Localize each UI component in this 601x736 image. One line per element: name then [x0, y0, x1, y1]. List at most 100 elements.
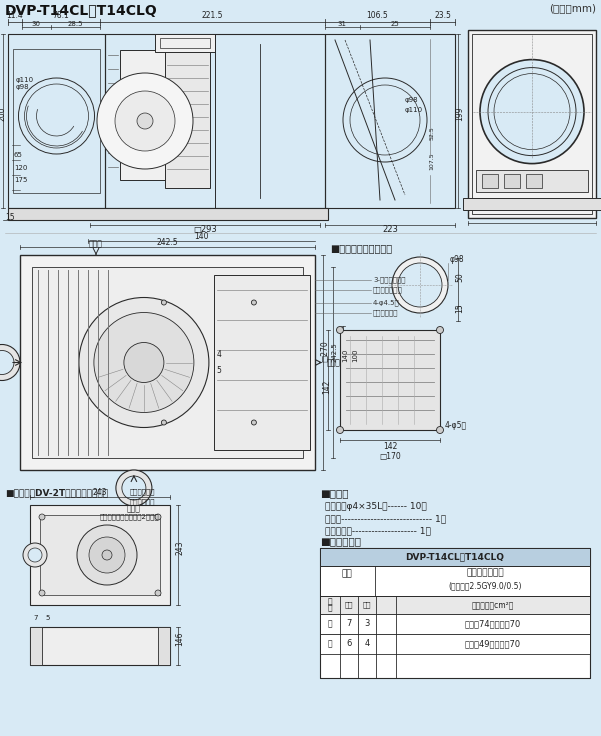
Circle shape [0, 344, 20, 381]
Bar [320, 596, 590, 614]
Text: 50: 50 [456, 272, 465, 282]
Text: φ110: φ110 [405, 107, 423, 113]
Text: 親機：74　子機：70: 親機：74 子機：70 [465, 620, 521, 629]
Text: 223: 223 [382, 225, 398, 234]
Text: 風: 風 [328, 598, 332, 606]
Text: 7: 7 [33, 615, 37, 621]
Bar [32, 267, 303, 458]
Text: 25: 25 [391, 21, 400, 27]
Bar [160, 38, 210, 48]
Text: 親機：49　子機：70: 親機：49 子機：70 [465, 640, 521, 648]
Text: DVP-T14CL・T14CLQ: DVP-T14CL・T14CLQ [406, 553, 504, 562]
Text: 23.5: 23.5 [434, 11, 451, 20]
Text: 木ねじ（φ4×35L）------ 10本: 木ねじ（φ4×35L）------ 10本 [325, 502, 427, 511]
Bar [320, 634, 590, 654]
Text: ■吹下金具DV-2T（別売）取付位置: ■吹下金具DV-2T（別売）取付位置 [5, 488, 108, 497]
Text: 242.5: 242.5 [332, 343, 338, 363]
Circle shape [116, 470, 152, 506]
Text: 52.5: 52.5 [430, 127, 435, 140]
Circle shape [162, 300, 166, 305]
Text: 合: 合 [328, 640, 332, 648]
Circle shape [480, 60, 584, 163]
Text: 31: 31 [338, 21, 347, 27]
Circle shape [28, 548, 42, 562]
Bar [476, 170, 588, 192]
Circle shape [251, 420, 257, 425]
Text: 146: 146 [175, 631, 185, 646]
Circle shape [89, 537, 125, 573]
Text: (マンセル2.5GY9.0/0.5): (マンセル2.5GY9.0/0.5) [448, 581, 522, 590]
Text: ベルマウス取っ手部（2ヶ所）: ベルマウス取っ手部（2ヶ所） [100, 513, 160, 520]
Text: 取付枚---------------------------- 1個: 取付枚---------------------------- 1個 [325, 514, 446, 523]
Text: 140: 140 [342, 349, 348, 363]
Text: 吸込グリル-------------------- 1個: 吸込グリル-------------------- 1個 [325, 526, 431, 535]
Text: 量: 量 [328, 604, 332, 612]
Circle shape [122, 476, 146, 500]
Text: (単位：mm): (単位：mm) [549, 3, 596, 13]
Circle shape [155, 514, 161, 520]
Text: 合: 合 [328, 620, 332, 629]
Circle shape [79, 297, 209, 428]
Bar [120, 50, 200, 180]
Circle shape [155, 590, 161, 596]
Text: 吸込口取付用稴: 吸込口取付用稴 [373, 287, 403, 294]
Text: 3: 3 [364, 620, 370, 629]
Bar [320, 614, 590, 634]
Circle shape [337, 327, 344, 333]
Text: 142: 142 [323, 380, 332, 394]
Text: ■付属品: ■付属品 [320, 488, 349, 498]
Text: 排気側: 排気側 [327, 358, 341, 367]
Bar [30, 505, 170, 605]
Text: □293: □293 [193, 225, 217, 234]
Bar [472, 34, 592, 214]
Text: 120: 120 [14, 165, 28, 171]
Text: 199: 199 [456, 107, 465, 121]
Bar [155, 34, 215, 52]
Text: 吸込側: 吸込側 [127, 504, 141, 513]
Text: 15: 15 [5, 213, 14, 222]
Text: 吸込側: 吸込側 [89, 239, 103, 248]
Bar [30, 627, 170, 665]
Circle shape [97, 73, 193, 169]
Text: 140: 140 [194, 232, 209, 241]
Text: 子機: 子機 [363, 602, 371, 609]
Bar [526, 174, 542, 188]
Circle shape [124, 342, 164, 383]
Bar [30, 627, 42, 665]
Text: 色調: 色調 [341, 570, 352, 578]
Bar [320, 566, 590, 596]
Circle shape [0, 350, 14, 375]
Circle shape [115, 91, 175, 151]
Text: 107.5: 107.5 [430, 152, 435, 170]
Bar [20, 255, 315, 470]
Text: 142: 142 [383, 442, 397, 451]
Circle shape [39, 590, 45, 596]
Circle shape [398, 263, 442, 307]
Text: ムーンホワイト: ムーンホワイト [466, 568, 504, 578]
Text: 30: 30 [31, 21, 40, 27]
Text: 長稴（薄肉）: 長稴（薄肉） [130, 488, 156, 495]
Bar [8, 34, 105, 208]
Bar [40, 515, 160, 595]
Bar [13, 49, 100, 193]
Bar [325, 34, 455, 208]
Circle shape [102, 550, 112, 560]
Text: 開口面積（cm²）: 開口面積（cm²） [472, 601, 514, 609]
Text: 221.5: 221.5 [202, 11, 223, 20]
Bar [320, 548, 590, 566]
Text: φ98: φ98 [405, 97, 419, 103]
Text: 5: 5 [216, 366, 221, 375]
Circle shape [137, 113, 153, 129]
Bar [482, 174, 498, 188]
Text: 200: 200 [0, 107, 7, 121]
Text: ■本体カバー: ■本体カバー [320, 536, 361, 546]
Text: 4: 4 [216, 350, 221, 359]
Text: 4-φ4.5稴: 4-φ4.5稴 [373, 300, 400, 306]
Text: □170: □170 [379, 452, 401, 461]
Bar [504, 174, 520, 188]
Circle shape [337, 426, 344, 434]
Bar [8, 208, 328, 220]
Text: 11.4: 11.4 [7, 11, 23, 20]
Text: 7: 7 [346, 620, 352, 629]
Text: 4: 4 [364, 640, 370, 648]
